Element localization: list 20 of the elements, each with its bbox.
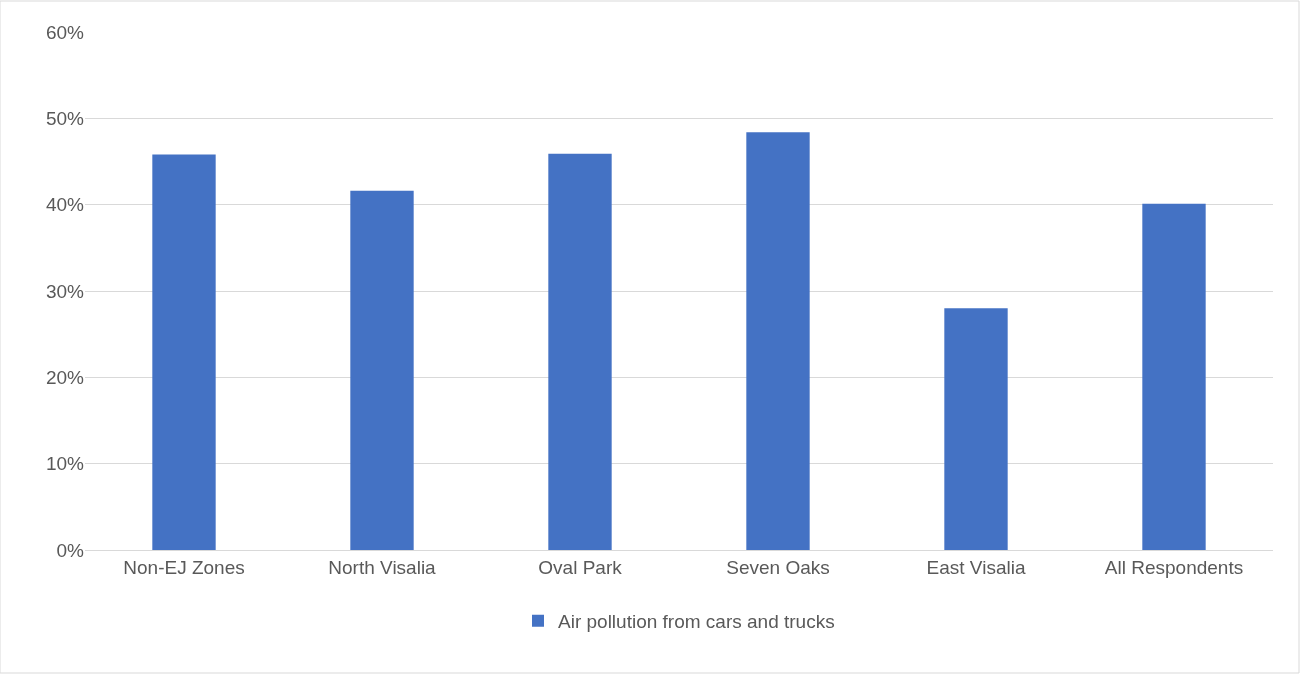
bar xyxy=(944,308,1008,550)
bar xyxy=(548,153,612,550)
x-tick-label: North Visalia xyxy=(328,556,437,578)
y-tick-label: 20% xyxy=(45,366,85,388)
x-tick-label: Seven Oaks xyxy=(726,556,830,578)
bar xyxy=(1142,203,1206,550)
y-tick-label: 30% xyxy=(45,280,85,302)
bar xyxy=(746,132,810,550)
x-tick-label: Oval Park xyxy=(538,556,623,578)
y-tick-label: 60% xyxy=(45,21,85,43)
bar xyxy=(152,154,216,550)
x-tick-label: All Respondents xyxy=(1104,556,1244,578)
bar xyxy=(350,190,414,550)
y-tick-label: 40% xyxy=(45,194,85,216)
y-tick-label: 10% xyxy=(45,453,85,475)
x-tick-label: Non-EJ Zones xyxy=(123,556,245,578)
x-tick-label: East Visalia xyxy=(926,556,1026,578)
y-tick-label: 50% xyxy=(45,107,85,129)
legend-label: Air pollution from cars and trucks xyxy=(558,611,835,633)
y-tick-label: 0% xyxy=(56,539,85,561)
